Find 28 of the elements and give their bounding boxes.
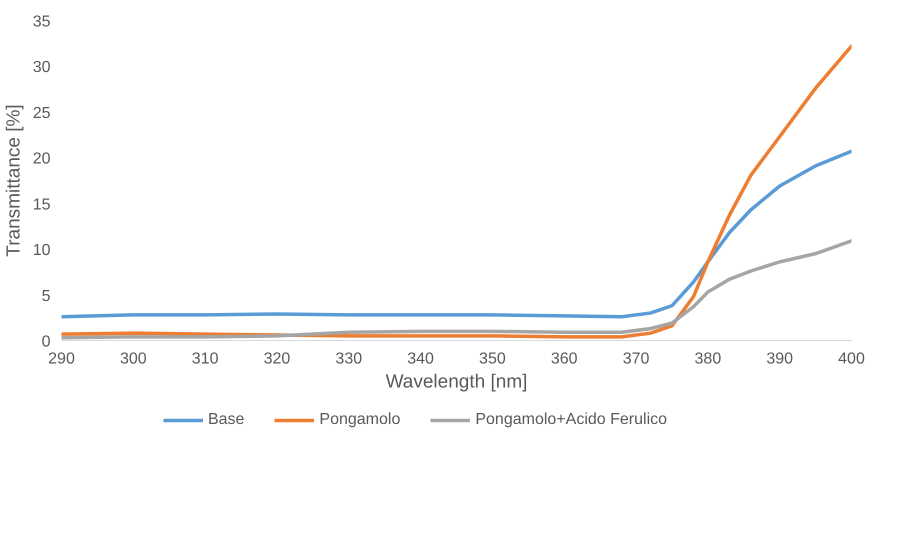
x-tick-label: 390 xyxy=(766,350,794,368)
y-tick-label: 20 xyxy=(32,150,51,168)
y-tick-label: 35 xyxy=(32,14,51,30)
x-axis-title: Wavelength [nm] xyxy=(386,372,528,392)
line-series xyxy=(62,44,852,339)
y-tick-label: 10 xyxy=(32,242,51,260)
legend-label: Pongamolo xyxy=(319,411,400,429)
x-tick-label: 310 xyxy=(192,350,219,368)
x-tick-label: 370 xyxy=(622,350,650,368)
x-tick-label: 300 xyxy=(120,350,147,368)
y-tick-label: 25 xyxy=(32,104,51,122)
x-tick-label: 360 xyxy=(550,350,578,368)
x-tick-label: 350 xyxy=(479,350,506,368)
x-tick-label: 320 xyxy=(264,350,290,368)
y-tick-label: 5 xyxy=(42,288,51,305)
x-tick-label: 400 xyxy=(838,350,865,368)
legend-label: Base xyxy=(208,411,244,429)
y-axis-title: Transmittance [%] xyxy=(4,104,25,257)
x-tick-label: 290 xyxy=(48,350,75,368)
legend-label: Pongamolo+Acido Ferulico xyxy=(475,411,668,429)
y-tick-label: 15 xyxy=(32,196,51,214)
y-tick-label: 30 xyxy=(32,59,51,76)
y-tick-label: 0 xyxy=(42,334,51,350)
line-series xyxy=(62,149,852,318)
line-series xyxy=(62,239,852,340)
x-tick-label: 340 xyxy=(407,350,434,368)
x-tick-label: 330 xyxy=(335,350,362,368)
x-tick-label: 380 xyxy=(694,350,722,368)
